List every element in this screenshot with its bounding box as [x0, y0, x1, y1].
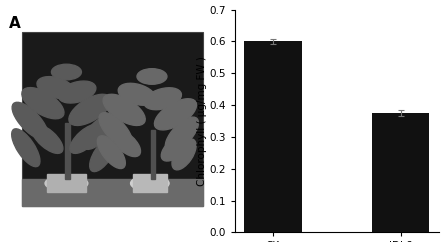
Bar: [133, 174, 167, 192]
Ellipse shape: [12, 102, 48, 140]
Bar: [372, 113, 429, 232]
Ellipse shape: [144, 88, 181, 110]
Ellipse shape: [103, 94, 145, 125]
Ellipse shape: [45, 175, 88, 191]
Ellipse shape: [155, 99, 197, 130]
Y-axis label: Chlorophyll ( μg/mg FW ): Chlorophyll ( μg/mg FW ): [197, 56, 206, 186]
Bar: [244, 41, 302, 232]
Ellipse shape: [22, 88, 64, 119]
Ellipse shape: [37, 77, 74, 98]
Ellipse shape: [31, 124, 63, 153]
Ellipse shape: [69, 94, 111, 125]
Ellipse shape: [172, 139, 196, 170]
Bar: [22, 179, 203, 206]
Ellipse shape: [51, 64, 82, 80]
Ellipse shape: [58, 81, 96, 103]
Bar: [47, 174, 85, 192]
Ellipse shape: [70, 124, 101, 153]
Bar: [151, 130, 155, 179]
Ellipse shape: [99, 113, 132, 147]
Ellipse shape: [118, 83, 156, 105]
Ellipse shape: [90, 137, 116, 172]
Ellipse shape: [131, 175, 169, 191]
Bar: [66, 123, 70, 179]
Bar: [22, 32, 203, 206]
Text: B: B: [194, 0, 206, 1]
Ellipse shape: [112, 130, 140, 157]
Ellipse shape: [97, 136, 125, 168]
Ellipse shape: [82, 115, 115, 149]
Text: A: A: [9, 16, 20, 31]
Ellipse shape: [165, 117, 198, 152]
Ellipse shape: [12, 129, 40, 167]
Ellipse shape: [137, 69, 167, 84]
Ellipse shape: [161, 134, 190, 161]
